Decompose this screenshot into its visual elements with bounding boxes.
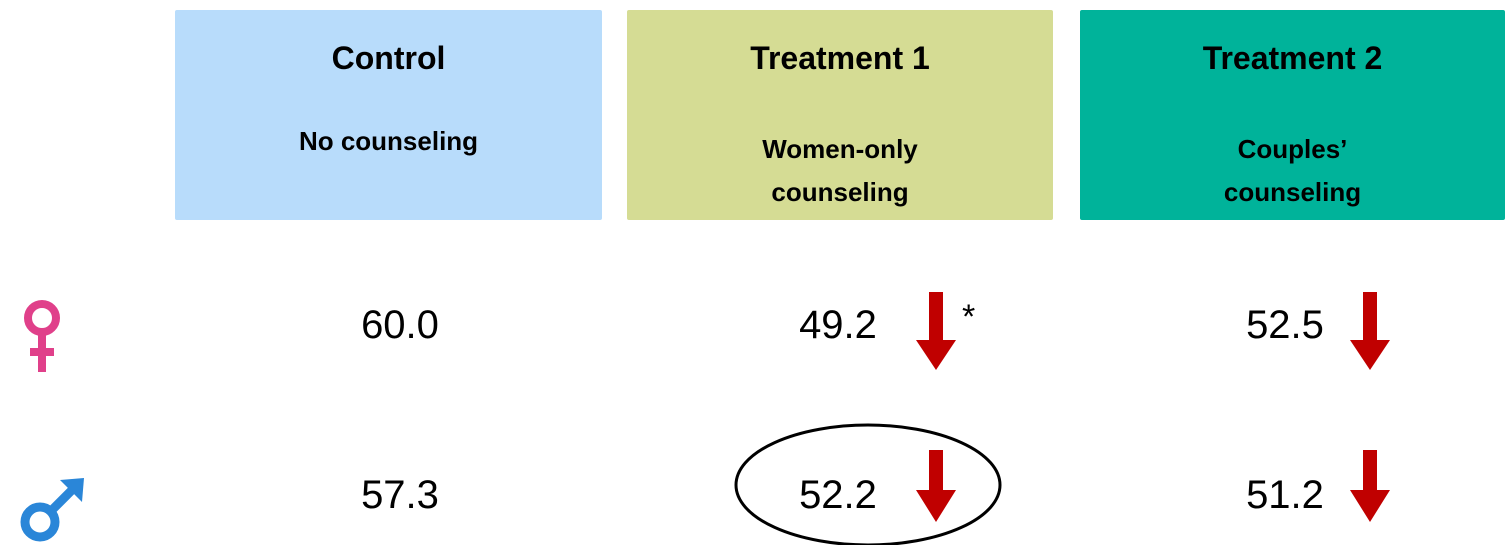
column-header: Treatment 2 Couples’ counseling: [1080, 10, 1505, 220]
subtitle-line: Couples’: [1237, 134, 1348, 164]
cell-value: 57.3: [361, 473, 439, 517]
male-symbol: [20, 478, 84, 542]
down-arrow: [916, 292, 956, 370]
column-subtitle: Couples’ counseling: [1080, 128, 1505, 214]
cell-value: 49.2: [799, 303, 877, 347]
significance-note: *: [962, 298, 976, 336]
down-arrow: [1350, 450, 1390, 522]
down-arrow: [1350, 292, 1390, 370]
column-subtitle: No counseling: [175, 120, 602, 163]
highlight-ellipse: [734, 423, 1002, 545]
column-title: Control: [331, 40, 446, 76]
column-header: Control No counseling: [175, 10, 602, 220]
subtitle-line: No counseling: [298, 126, 479, 156]
subtitle-line: counseling: [771, 177, 909, 207]
female-symbol: [24, 300, 60, 372]
cell-value: 60.0: [361, 303, 439, 347]
column-header: Treatment 1 Women-only counseling: [627, 10, 1053, 220]
column-title: Treatment 1: [750, 40, 930, 76]
column-title: Treatment 2: [1202, 40, 1383, 76]
column-subtitle: Women-only counseling: [627, 128, 1053, 214]
down-arrows: [916, 292, 1390, 522]
down-arrow: [916, 450, 956, 522]
subtitle-line: Women-only: [762, 134, 918, 164]
cell-value: 51.2: [1246, 473, 1324, 517]
cell-value: 52.2: [799, 473, 877, 517]
cell-value: 52.5: [1246, 303, 1324, 347]
subtitle-line: counseling: [1223, 177, 1362, 207]
